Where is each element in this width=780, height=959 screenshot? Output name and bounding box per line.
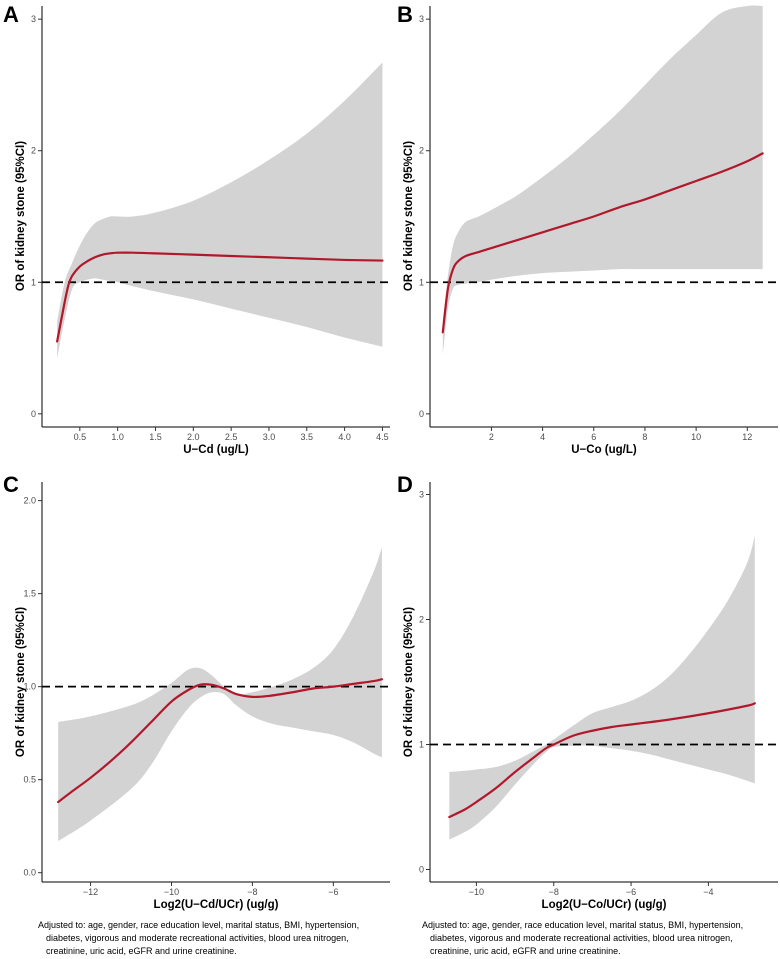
confidence-band: [442, 5, 763, 355]
y-tick-label: 2: [419, 146, 424, 156]
x-tick-label: −4: [703, 887, 713, 897]
x-tick-label: 1.5: [149, 432, 162, 442]
x-axis-title-a: U−Cd (ug/L): [183, 444, 249, 456]
x-tick-label: 2.5: [225, 432, 238, 442]
confidence-band: [449, 535, 755, 840]
panel-c: 0.0 0.5 1.0 1.5 2.0 −12 −10 −8 −6 C Log2(U−Cd/UCr)…: [3, 472, 390, 911]
x-tick-label: −10: [469, 887, 484, 897]
panel-d: 0 1 2 3 −10 −8 −6 −4 D Log2(U−Co/UCr) (ug/g) OR of…: [397, 472, 778, 911]
x-tick-label: −8: [247, 887, 257, 897]
y-tick-label: 3: [419, 490, 424, 500]
x-tick-label: 2.0: [187, 432, 200, 442]
x-tick-label: 2: [489, 432, 494, 442]
y-tick-label: 2: [419, 615, 424, 625]
x-tick-label: 3.5: [301, 432, 314, 442]
y-tick-label: 2: [31, 146, 36, 156]
y-tick-label: 1.0: [23, 682, 36, 692]
x-tick-label: 8: [642, 432, 647, 442]
y-axis-title-a: OR of kidney stone (95%CI): [15, 141, 27, 291]
adjust-note-line: diabetes, vigorous and moderate recreati…: [46, 933, 349, 943]
y-tick-label: 3: [419, 14, 424, 24]
y-tick-label: 1.5: [23, 589, 36, 599]
y-axis-title-c: OR of kidney stone (95%CI): [15, 607, 27, 757]
x-axis-title-b: U−Co (ug/L): [571, 444, 637, 456]
x-tick-label: −6: [328, 887, 338, 897]
x-tick-label: 0.5: [74, 432, 87, 442]
or-curve-line: [57, 678, 384, 804]
adjust-note-line: Adjusted to: age, gender, race education…: [38, 920, 359, 930]
adjust-note-line: Adjusted to: age, gender, race education…: [422, 920, 743, 930]
adjust-note-line: creatinine, uric acid, eGFR and urine cr…: [430, 946, 621, 956]
y-tick-label: 1: [419, 277, 424, 287]
x-axis-title-d: Log2(U−Co/UCr) (ug/g): [542, 899, 667, 911]
panel-letter-d: D: [397, 472, 413, 497]
x-axis-title-c: Log2(U−Cd/UCr) (ug/g): [154, 899, 279, 911]
y-tick-label: 3: [31, 14, 36, 24]
adjust-note-left: Adjusted to: age, gender, race education…: [38, 920, 359, 956]
x-tick-label: 10: [691, 432, 701, 442]
y-tick-label: 0: [419, 409, 424, 419]
x-tick-label: 12: [742, 432, 752, 442]
panel-letter-c: C: [3, 472, 19, 497]
adjust-note-right: Adjusted to: age, gender, race education…: [422, 920, 743, 956]
or-curve-line: [441, 152, 764, 334]
y-tick-label: 2.0: [23, 496, 36, 506]
y-tick-label: 0: [419, 865, 424, 875]
y-tick-label: 0.5: [23, 775, 36, 785]
confidence-band: [58, 547, 382, 842]
panel-a: 0 1 2 3 0.5 1.0 1.5 2.0 2.5 3.0 3.5 4.0 4.5 A U−Cd (ug…: [3, 2, 390, 456]
x-tick-label: 1.0: [111, 432, 124, 442]
y-tick-label: 0.0: [23, 868, 36, 878]
or-curve-line: [448, 702, 756, 819]
panel-letter-a: A: [3, 2, 19, 27]
x-tick-label: −10: [164, 887, 179, 897]
or-curve-line: [56, 251, 384, 343]
y-tick-label: 1: [419, 740, 424, 750]
y-axis-title-d: OR of kidney stone (95%CI): [403, 607, 415, 757]
x-tick-label: 4.0: [338, 432, 351, 442]
adjust-note-line: diabetes, vigorous and moderate recreati…: [430, 933, 733, 943]
adjust-note-line: creatinine, uric acid, eGFR and urine cr…: [46, 946, 237, 956]
x-tick-label: −6: [626, 887, 636, 897]
x-tick-label: 4.5: [376, 432, 389, 442]
x-tick-label: 3.0: [263, 432, 276, 442]
y-axis-title-b: OR of kidney stone (95%CI): [403, 141, 415, 291]
x-tick-label: −8: [549, 887, 559, 897]
panel-letter-b: B: [397, 2, 413, 27]
x-tick-label: −12: [83, 887, 98, 897]
x-tick-label: 6: [591, 432, 596, 442]
y-tick-label: 1: [31, 277, 36, 287]
confidence-band: [57, 62, 383, 359]
x-tick-label: 4: [540, 432, 545, 442]
y-tick-label: 0: [31, 409, 36, 419]
